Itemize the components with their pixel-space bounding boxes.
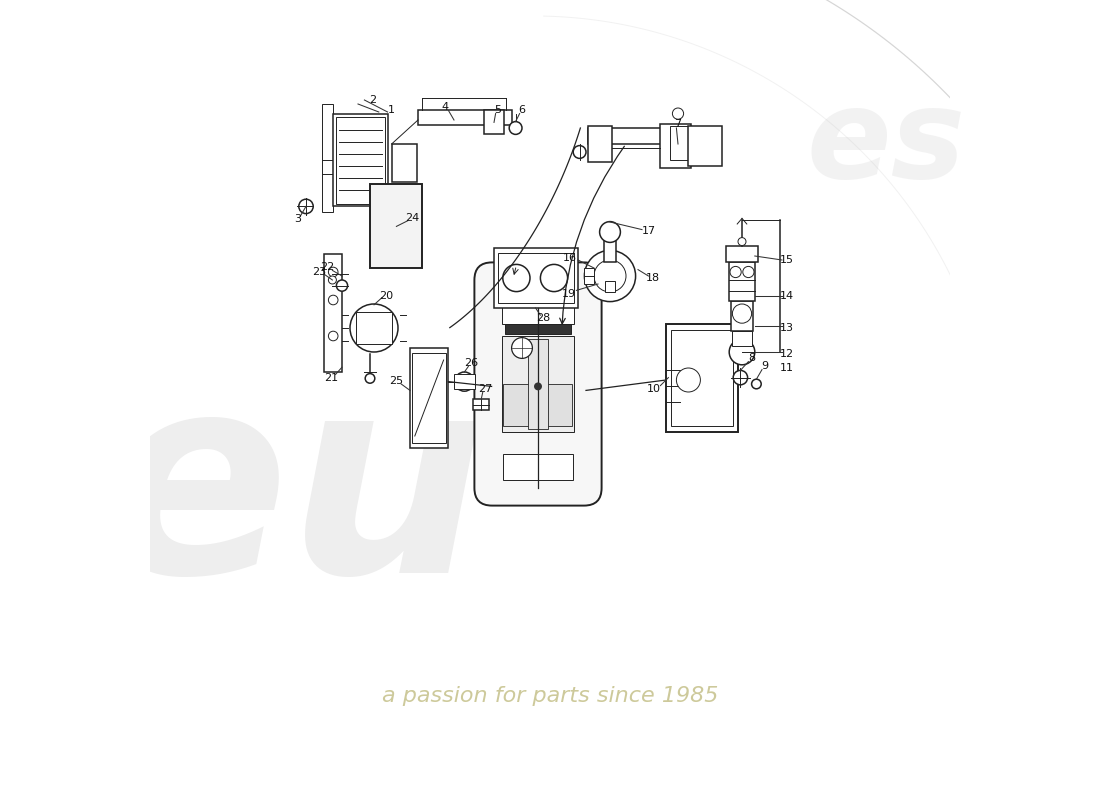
Text: 18: 18 <box>646 274 660 283</box>
Bar <box>660 124 691 168</box>
Bar <box>412 353 446 443</box>
FancyBboxPatch shape <box>474 262 602 506</box>
Circle shape <box>299 199 314 214</box>
Circle shape <box>329 295 338 305</box>
Text: 6: 6 <box>518 106 526 115</box>
Bar <box>484 110 505 134</box>
Bar <box>322 104 333 212</box>
Bar <box>494 248 578 308</box>
Bar <box>498 253 574 303</box>
Text: 2: 2 <box>368 95 376 105</box>
Text: 26: 26 <box>464 358 478 368</box>
Bar <box>418 110 513 125</box>
Text: 28: 28 <box>536 314 550 323</box>
Circle shape <box>503 264 530 292</box>
Bar <box>670 126 690 160</box>
Bar <box>336 117 385 204</box>
Text: 11: 11 <box>780 363 794 373</box>
Text: 20: 20 <box>378 291 393 301</box>
Bar <box>666 324 738 432</box>
Bar <box>505 324 571 334</box>
Text: 16: 16 <box>563 254 578 263</box>
Text: 5: 5 <box>495 106 502 115</box>
Circle shape <box>751 379 761 389</box>
Bar <box>733 331 751 346</box>
Text: 25: 25 <box>389 376 404 386</box>
Bar <box>370 184 422 268</box>
Text: 10: 10 <box>647 384 661 394</box>
Text: 3: 3 <box>294 214 300 224</box>
Bar <box>410 348 449 448</box>
Circle shape <box>672 108 683 119</box>
Text: 23: 23 <box>312 267 327 277</box>
Circle shape <box>729 339 755 365</box>
Bar <box>671 330 734 426</box>
Text: 13: 13 <box>780 323 794 333</box>
Text: 15: 15 <box>780 255 794 265</box>
Text: 27: 27 <box>478 384 493 394</box>
Text: 21: 21 <box>323 373 338 382</box>
Circle shape <box>350 304 398 352</box>
Bar <box>544 384 572 426</box>
Text: 9: 9 <box>761 362 769 371</box>
Bar <box>392 144 417 182</box>
Bar <box>503 384 530 426</box>
Circle shape <box>509 122 522 134</box>
Circle shape <box>573 146 586 158</box>
Text: 19: 19 <box>561 289 575 298</box>
Circle shape <box>540 264 568 292</box>
Text: 4: 4 <box>441 102 449 112</box>
Bar <box>730 301 754 331</box>
Circle shape <box>337 280 348 291</box>
Bar <box>333 114 387 206</box>
Text: 22: 22 <box>320 262 334 272</box>
Circle shape <box>365 374 375 383</box>
Bar <box>604 239 616 262</box>
Text: 14: 14 <box>780 291 794 301</box>
Circle shape <box>360 314 388 342</box>
Text: eu: eu <box>101 361 487 631</box>
Text: es: es <box>806 83 966 205</box>
Text: 12: 12 <box>780 349 794 358</box>
Bar <box>605 281 615 292</box>
Bar <box>473 399 490 410</box>
Circle shape <box>454 372 474 391</box>
Bar <box>324 254 342 372</box>
Circle shape <box>535 383 541 390</box>
Bar <box>503 454 573 480</box>
Bar <box>588 126 613 162</box>
Circle shape <box>676 368 701 392</box>
Bar <box>689 126 722 166</box>
Circle shape <box>734 370 748 385</box>
Circle shape <box>730 266 741 278</box>
Text: a passion for parts since 1985: a passion for parts since 1985 <box>382 686 718 706</box>
Bar <box>588 128 689 144</box>
Text: 17: 17 <box>641 226 656 236</box>
Text: 24: 24 <box>405 213 419 222</box>
Bar <box>356 312 392 344</box>
Text: 7: 7 <box>674 119 682 129</box>
Circle shape <box>738 238 746 246</box>
Circle shape <box>329 267 338 277</box>
Circle shape <box>584 250 636 302</box>
Circle shape <box>742 266 754 278</box>
Circle shape <box>329 331 338 341</box>
Bar <box>726 246 758 262</box>
Bar <box>454 374 475 389</box>
Circle shape <box>733 304 751 323</box>
Bar <box>528 339 548 429</box>
Circle shape <box>368 322 379 334</box>
Bar <box>502 294 574 324</box>
Circle shape <box>329 276 337 284</box>
Bar <box>584 268 594 284</box>
Circle shape <box>512 338 532 358</box>
Circle shape <box>600 222 620 242</box>
Circle shape <box>594 260 626 292</box>
Bar <box>502 336 574 432</box>
Bar <box>729 262 755 301</box>
Text: 8: 8 <box>748 354 756 363</box>
Text: 1: 1 <box>388 106 395 115</box>
